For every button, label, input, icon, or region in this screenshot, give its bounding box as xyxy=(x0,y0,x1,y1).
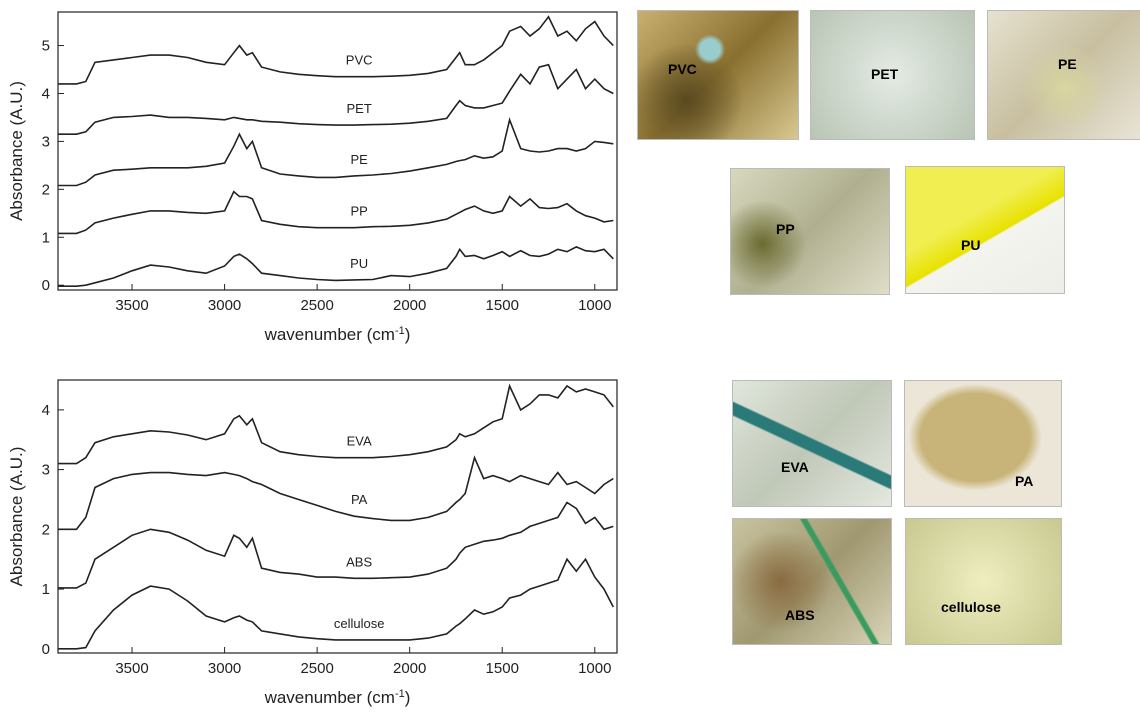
spectrum-line xyxy=(58,120,613,186)
y-axis-label: Absorbance (A.U.) xyxy=(7,447,26,587)
x-tick-label: 1500 xyxy=(486,660,519,677)
plot-frame xyxy=(58,380,617,653)
series-label: PVC xyxy=(346,53,373,68)
photo-label: ABS xyxy=(785,607,815,623)
spectrum-line xyxy=(58,503,613,588)
photo-label: cellulose xyxy=(941,599,1001,615)
y-tick-label: 2 xyxy=(42,521,50,538)
y-tick-label: 0 xyxy=(42,641,50,658)
photo-label: PA xyxy=(1015,473,1033,489)
x-axis-label-part: wavenumber (cm xyxy=(264,688,395,707)
x-tick-label: 3500 xyxy=(115,660,148,677)
y-tick-label: 4 xyxy=(42,402,50,419)
y-tick-label: 3 xyxy=(42,133,50,150)
x-tick-label: 2500 xyxy=(300,297,333,314)
sample-photo: PP xyxy=(730,168,890,295)
x-axis-label-part: ) xyxy=(405,325,411,344)
series-label: ABS xyxy=(346,554,372,569)
x-axis-label: wavenumber (cm-1) xyxy=(264,325,411,344)
sample-photo: PA xyxy=(904,380,1062,507)
photo-label: PP xyxy=(776,221,795,237)
page: {"chart_data": [ {"type": "line", "y_lab… xyxy=(0,0,1140,715)
x-axis-label-part: -1 xyxy=(395,325,405,337)
spectrum-line xyxy=(58,559,613,649)
sample-photo: cellulose xyxy=(905,518,1062,645)
series-label: PP xyxy=(350,204,367,219)
photo-label: PET xyxy=(871,66,898,82)
x-tick-label: 1000 xyxy=(578,297,611,314)
spectrum-line xyxy=(58,386,613,464)
y-tick-label: 4 xyxy=(42,85,50,102)
x-tick-label: 2500 xyxy=(300,660,333,677)
sample-photo: EVA xyxy=(732,380,892,507)
x-axis-label-part: wavenumber (cm xyxy=(264,325,395,344)
y-tick-label: 0 xyxy=(42,277,50,294)
y-tick-label: 3 xyxy=(42,462,50,479)
sample-photo: PET xyxy=(810,10,975,140)
series-label: EVA xyxy=(347,434,372,449)
series-label: PET xyxy=(347,101,372,116)
y-tick-label: 2 xyxy=(42,181,50,198)
spectrum-line xyxy=(58,17,613,84)
y-tick-label: 1 xyxy=(42,581,50,598)
x-axis-label-part: ) xyxy=(405,688,411,707)
series-label: PE xyxy=(350,152,368,167)
x-tick-label: 3000 xyxy=(208,660,241,677)
x-tick-label: 2000 xyxy=(393,660,426,677)
x-axis-label-part: -1 xyxy=(395,688,405,700)
photo-label: PVC xyxy=(668,61,697,77)
x-tick-label: 1000 xyxy=(578,660,611,677)
sample-photo: PU xyxy=(905,166,1065,294)
series-label: cellulose xyxy=(334,616,385,631)
spectrum-line xyxy=(58,458,613,530)
x-axis-label: wavenumber (cm-1) xyxy=(264,688,411,707)
y-axis-label: Absorbance (A.U.) xyxy=(7,81,26,221)
sample-photo: PVC xyxy=(637,10,799,140)
sample-photo: PE xyxy=(987,10,1140,140)
sample-photo: ABS xyxy=(732,518,892,645)
spectrum-line xyxy=(58,247,613,286)
y-tick-label: 1 xyxy=(42,229,50,246)
spectrum-line xyxy=(58,65,613,135)
y-tick-label: 5 xyxy=(42,38,50,55)
photo-label: EVA xyxy=(781,459,809,475)
x-tick-label: 1500 xyxy=(486,297,519,314)
photo-label: PE xyxy=(1058,56,1077,72)
series-label: PU xyxy=(350,256,368,271)
x-tick-label: 2000 xyxy=(393,297,426,314)
series-label: PA xyxy=(351,492,368,507)
photo-label: PU xyxy=(961,237,980,253)
spectrum-line xyxy=(58,192,613,234)
x-tick-label: 3000 xyxy=(208,297,241,314)
x-tick-label: 3500 xyxy=(115,297,148,314)
